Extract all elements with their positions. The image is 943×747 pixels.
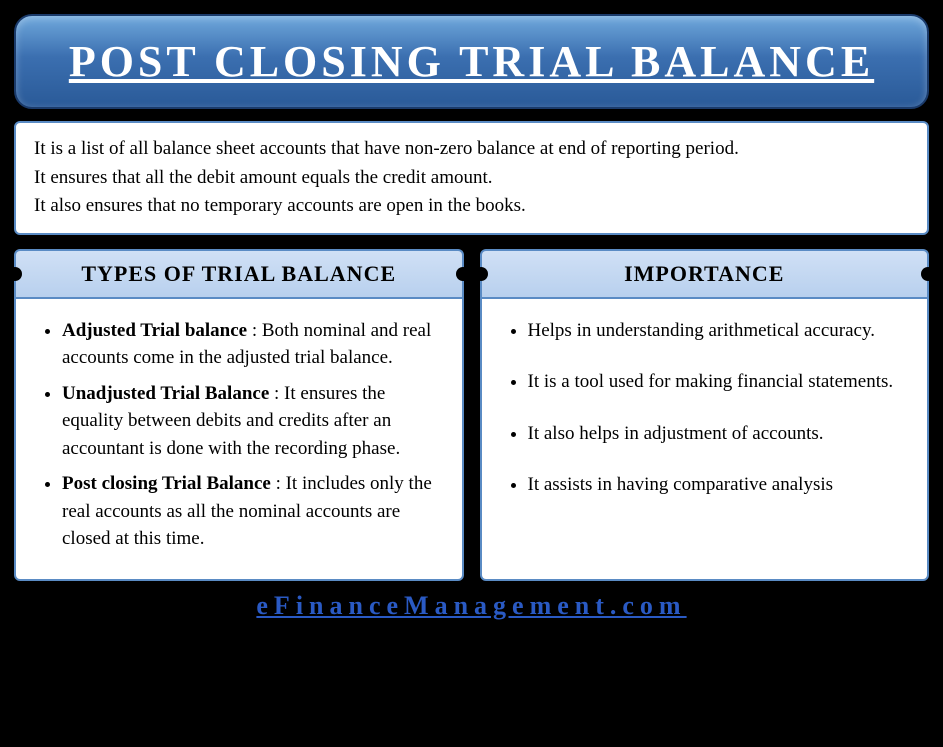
importance-heading: IMPORTANCE xyxy=(496,261,914,287)
importance-content: Helps in understanding arithmetical accu… xyxy=(480,297,930,581)
list-item: Post closing Trial Balance : It includes… xyxy=(62,470,440,553)
page-title: POST CLOSING TRIAL BALANCE xyxy=(36,34,907,89)
types-header: TYPES OF TRIAL BALANCE xyxy=(14,249,464,297)
list-item: It assists in having comparative analysi… xyxy=(528,471,906,499)
list-item: Adjusted Trial balance : Both nominal an… xyxy=(62,317,440,372)
description-box: It is a list of all balance sheet accoun… xyxy=(14,121,929,235)
description-line: It is a list of all balance sheet accoun… xyxy=(34,135,909,164)
term: Adjusted Trial balance xyxy=(62,320,247,341)
list-item: It also helps in adjustment of accounts. xyxy=(528,420,906,448)
columns-container: TYPES OF TRIAL BALANCE Adjusted Trial ba… xyxy=(14,249,929,581)
footer: eFinanceManagement.com xyxy=(14,591,929,621)
types-content: Adjusted Trial balance : Both nominal an… xyxy=(14,297,464,581)
importance-header: IMPORTANCE xyxy=(480,249,930,297)
description-line: It ensures that all the debit amount equ… xyxy=(34,164,909,193)
importance-column: IMPORTANCE Helps in understanding arithm… xyxy=(480,249,930,581)
description-line: It also ensures that no temporary accoun… xyxy=(34,192,909,221)
list-item: Unadjusted Trial Balance : It ensures th… xyxy=(62,380,440,463)
types-list: Adjusted Trial balance : Both nominal an… xyxy=(44,317,440,553)
term: Unadjusted Trial Balance xyxy=(62,383,269,404)
types-column: TYPES OF TRIAL BALANCE Adjusted Trial ba… xyxy=(14,249,464,581)
types-heading: TYPES OF TRIAL BALANCE xyxy=(30,261,448,287)
importance-list: Helps in understanding arithmetical accu… xyxy=(510,317,906,499)
list-item: Helps in understanding arithmetical accu… xyxy=(528,317,906,345)
footer-link-text[interactable]: eFinanceManagement.com xyxy=(256,591,686,620)
term: Post closing Trial Balance xyxy=(62,473,271,494)
title-banner: POST CLOSING TRIAL BALANCE xyxy=(14,14,929,109)
list-item: It is a tool used for making financial s… xyxy=(528,368,906,396)
